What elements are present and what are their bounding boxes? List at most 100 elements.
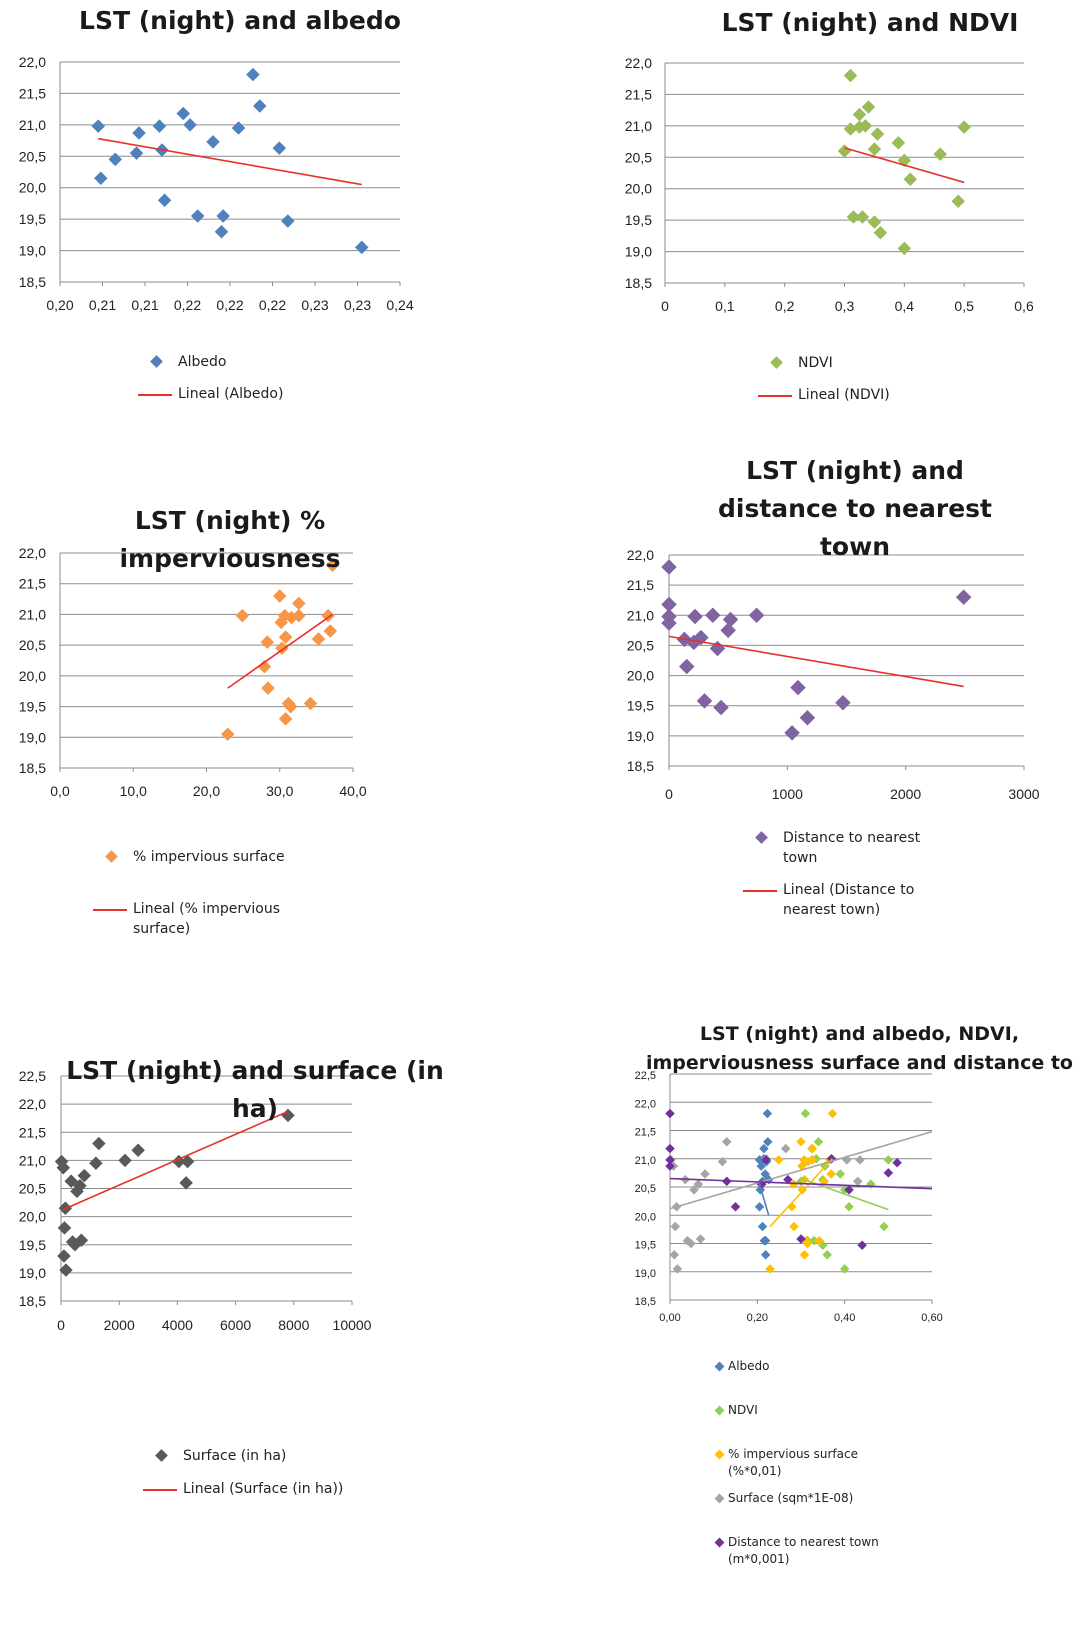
data-point [796, 1234, 806, 1244]
trendline [769, 1158, 834, 1228]
data-point [790, 679, 806, 696]
data-point [77, 1168, 92, 1183]
x-tick-label: 0,60 [921, 1312, 942, 1324]
trendline [62, 1110, 289, 1211]
y-tick-label: 19,5 [19, 211, 46, 227]
y-tick-label: 20,0 [19, 668, 46, 684]
data-point [670, 1221, 681, 1232]
y-tick-label: 19,0 [627, 728, 654, 744]
data-point [870, 127, 885, 141]
data-point [891, 135, 906, 150]
legend-label: Albedo [728, 1359, 770, 1373]
data-point [303, 696, 318, 711]
data-point [756, 1161, 767, 1171]
data-point [91, 119, 106, 133]
data-point [183, 118, 197, 132]
data-point [278, 630, 293, 645]
data-point [957, 120, 972, 134]
y-tick-label: 19,5 [625, 212, 652, 228]
data-point [272, 589, 287, 603]
x-tick-label: 10,0 [120, 783, 147, 799]
x-tick-label: 0,20 [747, 1312, 768, 1324]
trendline [669, 1177, 933, 1190]
data-point [74, 1233, 89, 1248]
trendline [668, 635, 964, 688]
x-tick-label: 2000 [890, 786, 921, 802]
data-point [780, 1143, 791, 1154]
y-tick-label: 20,0 [19, 1209, 46, 1225]
data-point [759, 1143, 769, 1154]
data-point [784, 724, 800, 741]
data-point [246, 67, 260, 82]
x-tick-label: 0,3 [835, 298, 855, 314]
x-tick-label: 4000 [162, 1317, 193, 1333]
data-point [717, 1156, 728, 1167]
data-point [323, 624, 338, 638]
data-point [57, 1221, 72, 1235]
x-tick-label: 30,0 [266, 783, 293, 799]
data-point [687, 608, 703, 625]
y-tick-label: 18,5 [627, 758, 654, 774]
data-point [789, 1221, 799, 1232]
data-point [720, 622, 737, 639]
data-point [873, 225, 888, 240]
data-point [826, 1169, 836, 1179]
y-tick-label: 19,5 [635, 1240, 656, 1252]
y-tick-label: 20,0 [625, 181, 652, 197]
trendline [98, 137, 362, 186]
y-tick-label: 19,0 [19, 243, 46, 259]
chart-title-surface: LST (night) and surface (in ha) [66, 1056, 444, 1123]
data-point [722, 611, 739, 628]
x-tick-label: 0,40 [834, 1312, 855, 1324]
data-point [892, 1157, 902, 1168]
data-point [837, 144, 852, 158]
data-point [59, 1263, 73, 1277]
y-tick-label: 18,5 [19, 274, 46, 290]
x-tick-label: 0,21 [131, 297, 158, 313]
x-tick-label: 2000 [104, 1317, 135, 1333]
data-point [762, 1136, 773, 1147]
data-point [669, 1249, 680, 1260]
data-point [955, 589, 972, 606]
legend-label: Distance to nearest town [783, 830, 921, 866]
data-point [672, 1264, 683, 1274]
chart-title-distance: LST (night) and distance to nearest town [717, 456, 992, 561]
x-tick-label: 0,23 [301, 297, 328, 313]
legend-label: Distance to nearest town (m*0,001) [728, 1535, 879, 1566]
y-tick-label: 20,0 [627, 668, 654, 684]
y-tick-label: 19,0 [19, 1265, 46, 1281]
data-point [951, 194, 966, 209]
data-point [852, 107, 867, 122]
data-point [839, 1264, 850, 1274]
x-tick-label: 0,22 [216, 297, 243, 313]
data-point [354, 240, 369, 255]
x-tick-label: 0,21 [89, 297, 116, 313]
legend-label: Lineal (Surface (in ha)) [183, 1481, 344, 1497]
trendline [670, 1130, 933, 1210]
y-tick-label: 22,5 [635, 1070, 656, 1082]
data-point [678, 658, 695, 675]
y-tick-label: 22,0 [627, 547, 654, 563]
chart-title-ndvi: LST (night) and NDVI [721, 8, 1019, 37]
data-point [132, 126, 146, 140]
x-tick-label: 20,0 [193, 783, 220, 799]
chart-title-albedo: LST (night) and albedo [79, 6, 401, 35]
legend-label: Surface (in ha) [183, 1448, 287, 1464]
x-tick-label: 0,2 [775, 298, 795, 314]
data-point [696, 693, 713, 709]
data-point [252, 99, 267, 113]
y-tick-label: 20,5 [19, 637, 46, 653]
data-point [179, 1176, 193, 1190]
data-point [56, 1160, 71, 1175]
y-tick-label: 19,5 [19, 1237, 46, 1253]
y-tick-label: 22,5 [19, 1068, 46, 1084]
data-point [693, 1179, 704, 1190]
data-point [665, 1161, 675, 1171]
y-tick-label: 20,5 [627, 637, 654, 653]
y-tick-label: 21,0 [627, 607, 654, 623]
data-point [261, 681, 275, 695]
data-point [176, 106, 191, 121]
legend-label: Lineal (Distance to nearest town) [783, 882, 915, 918]
y-tick-label: 21,0 [19, 117, 46, 133]
